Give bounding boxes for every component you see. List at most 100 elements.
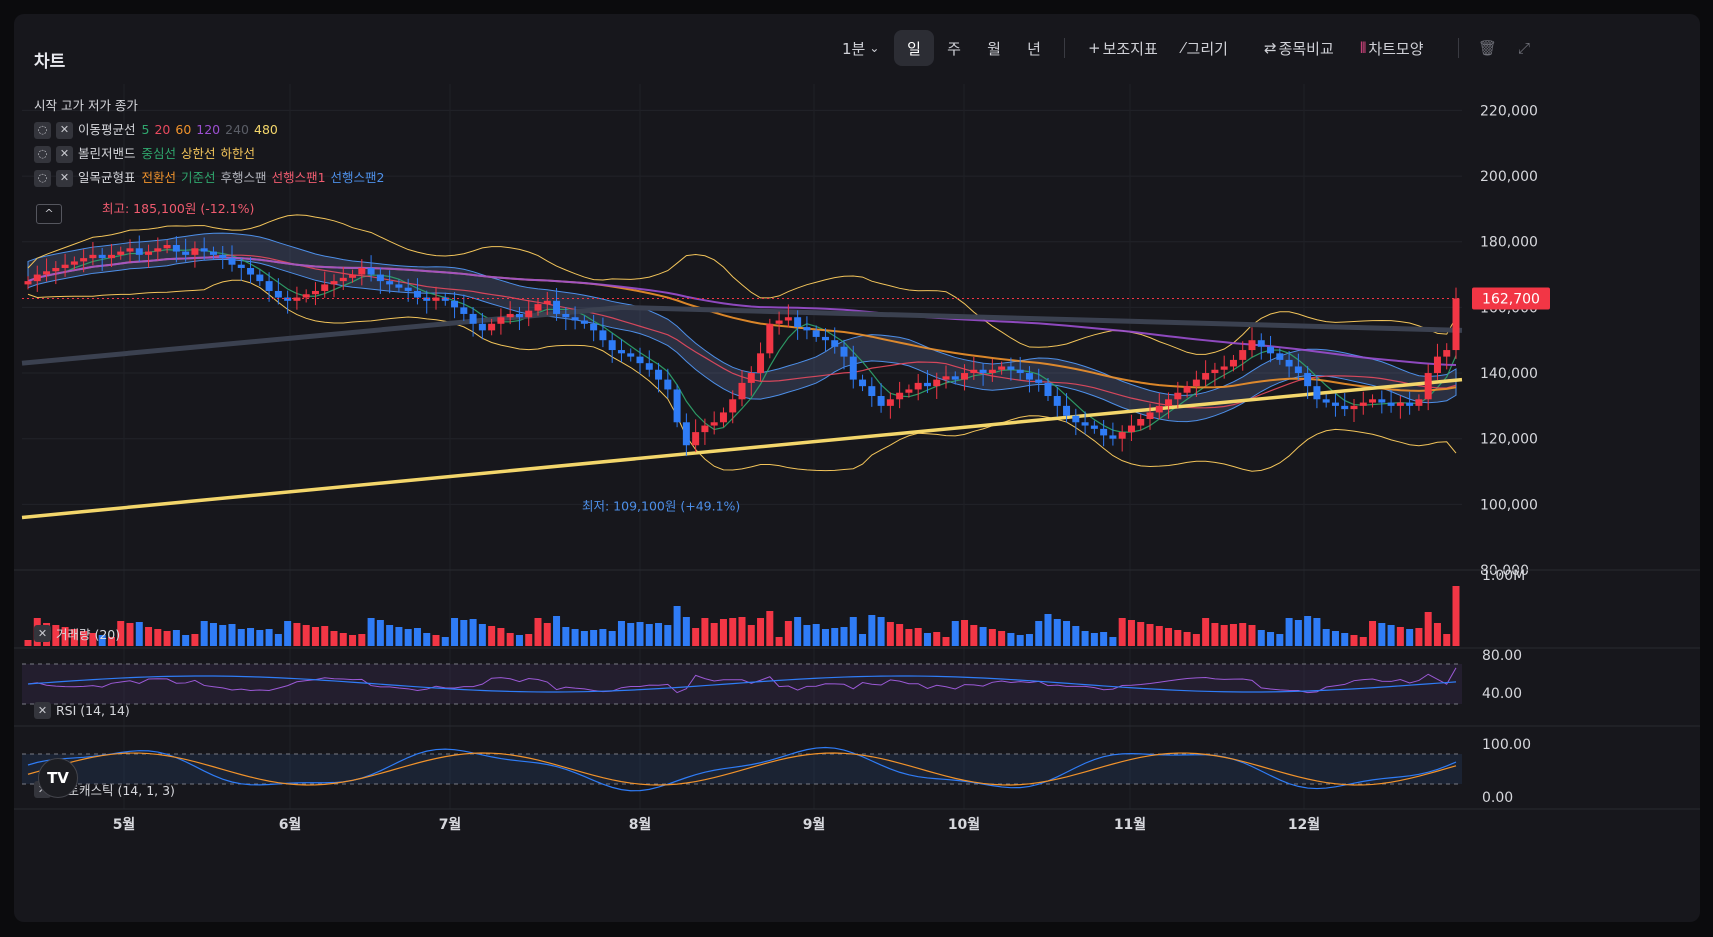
candle-body [905,389,913,393]
volume-bar [757,618,765,646]
candle-body [126,248,134,252]
volume-bar [107,637,115,646]
close-icon[interactable]: ✕ [56,169,73,187]
bollinger-upper [27,214,1457,355]
volume-bar [284,621,292,646]
volume-bar [1396,627,1404,646]
candle-body [1359,402,1367,406]
period-day-tab[interactable]: 일 [894,30,934,66]
volume-bar [1100,632,1108,646]
compare-button[interactable]: ⇄ 종목비교 [1264,30,1334,66]
close-icon[interactable]: ✕ [34,702,51,719]
candle-body [107,254,115,259]
candle-body [1350,405,1358,410]
candle-body [1257,340,1265,347]
candle-body [914,382,922,390]
volume-bar [1387,625,1395,646]
chart-style-button[interactable]: ⫴ 차트모양 [1360,30,1424,66]
candle-body [1063,405,1071,416]
volume-bar [1313,618,1321,646]
candle-body [859,379,867,387]
volume-bar [1285,618,1293,646]
chart-panel: 차트 1분 ⌄ 일 주 월 년 + 보조지표 ⁄ 그리기 ⇄ 종목비교 ⫴ 차트모양 🗑… [14,14,1700,922]
candle-body [451,300,459,308]
ma-period-0: 5 [141,122,150,137]
period-week-tab[interactable]: 주 [947,39,961,58]
eye-off-icon[interactable]: ◌ [34,121,51,139]
volume-bar [386,625,394,646]
bb-part-0: 중심선 [141,146,177,161]
candle-body [896,392,904,400]
volume-bar [154,629,162,646]
candle-body [70,261,78,265]
volume-bar [89,633,97,646]
volume-bar [1433,623,1441,646]
candle-body [1276,353,1284,360]
volume-bar [61,627,69,646]
candle-body [599,330,607,341]
candle-body [52,267,60,272]
x-tick-label: 5월 [113,816,136,833]
volume-bar [664,625,672,646]
candle-body [1053,396,1061,406]
candle-body [988,369,996,374]
last-price-tag [1472,287,1550,310]
candle-body [256,274,264,282]
close-icon[interactable]: ✕ [56,145,73,163]
volume-bar [1378,623,1386,646]
volume-bar [478,624,486,646]
last-price-label: 162,700 [1482,292,1540,308]
candle-body [729,399,737,413]
volume-bar [840,627,848,646]
volume-bar [1035,621,1043,646]
volume-bar [859,634,867,646]
volume-bar [163,631,171,646]
period-month-tab[interactable]: 월 [987,39,1001,58]
volume-bar [942,637,950,646]
eye-off-icon[interactable]: ◌ [34,145,51,163]
volume-bar [590,630,598,646]
close-icon[interactable]: ✕ [56,121,73,139]
candle-body [868,386,876,397]
candle-body [673,389,681,423]
candle-body [970,369,978,374]
drawing-button[interactable]: ⁄ 그리기 [1182,30,1228,66]
volume-bar [1415,628,1423,646]
indicators-button[interactable]: + 보조지표 [1088,30,1158,66]
candle-body [219,254,227,259]
volume-title: 거래량 (20) [56,627,121,642]
tradingview-logo[interactable]: TV [38,758,78,798]
candle-body [942,376,950,380]
interval-select[interactable]: 1분 ⌄ [842,30,879,66]
candle-body [1100,428,1108,436]
drawing-label: 그리기 [1186,39,1228,58]
volume-bar [376,620,384,646]
candle-body [135,248,143,255]
candle-body [803,327,811,331]
volume-bar [191,634,199,646]
volume-bar [831,628,839,646]
price-chart-svg[interactable]: 220,000200,000180,000160,000140,000120,0… [14,14,1700,922]
legend-collapse-button[interactable]: ^ [36,204,62,224]
candle-body [849,356,857,380]
volume-bar [460,620,468,646]
candle-body [24,281,32,285]
expand-icon[interactable]: ⤢ [1518,39,1531,57]
rsi-line [27,667,1457,694]
volume-bar [775,637,783,646]
volume-bar [1016,635,1024,646]
x-tick-label: 6월 [279,816,302,833]
candle-body [1109,435,1117,439]
volume-bar [265,629,273,646]
volume-bar [423,633,431,646]
candle-body [710,422,718,426]
trash-icon[interactable]: 🗑 [1478,39,1498,57]
volume-bar [1127,620,1135,646]
eye-off-icon[interactable]: ◌ [34,169,51,187]
candle-body [951,376,959,380]
close-icon[interactable]: ✕ [34,625,51,642]
candle-body [1044,382,1052,397]
volume-bar [877,617,885,646]
volume-bar [237,629,245,646]
period-year-tab[interactable]: 년 [1027,39,1041,58]
